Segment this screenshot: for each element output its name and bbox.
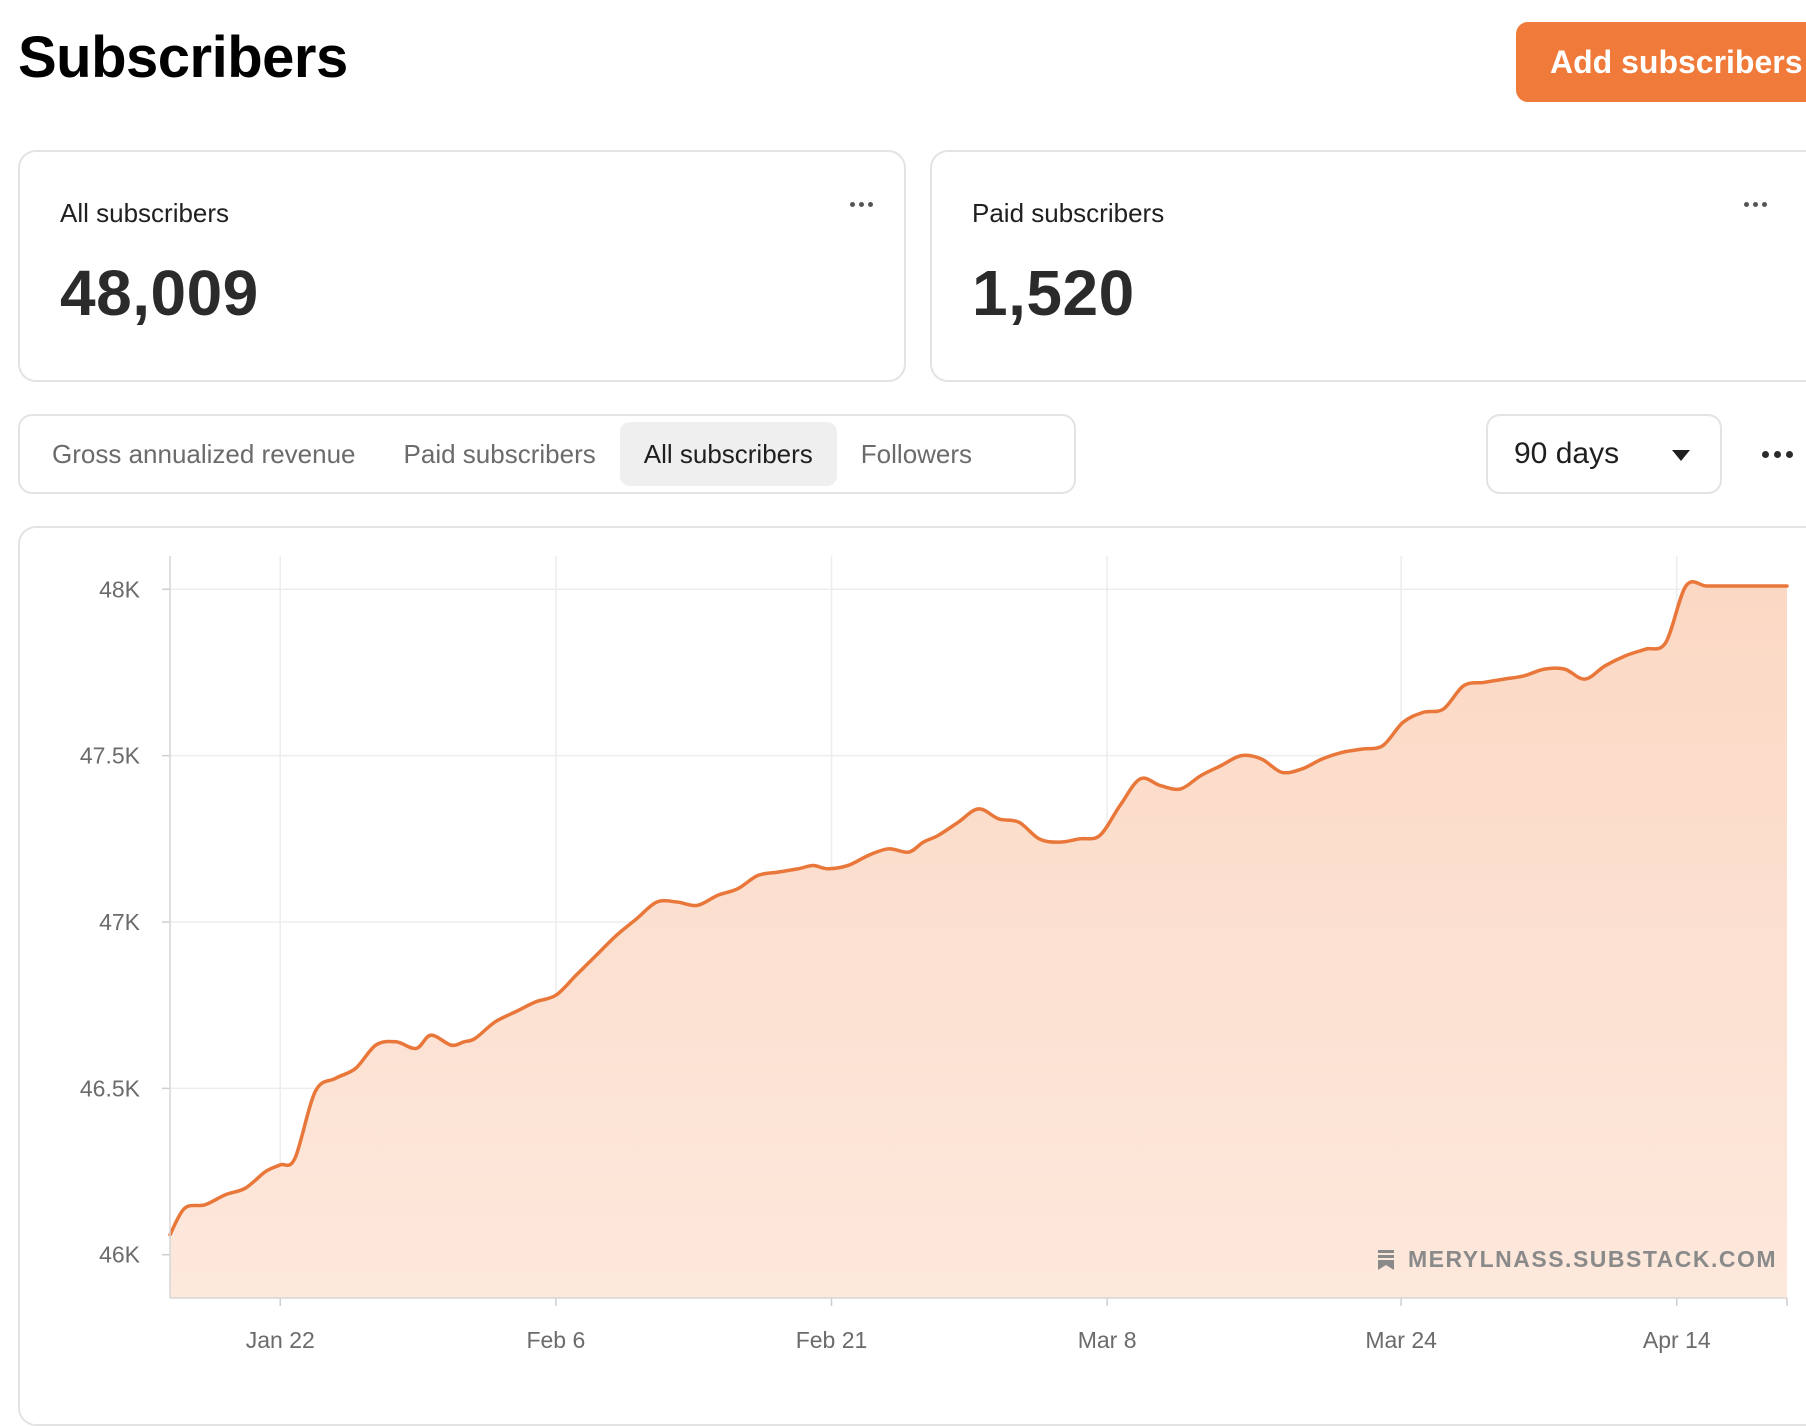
- y-tick-label: 47.5K: [80, 743, 141, 769]
- card-label: Paid subscribers: [972, 198, 1165, 228]
- x-tick-label: Mar 24: [1365, 1327, 1437, 1353]
- y-tick-label: 48K: [99, 576, 141, 602]
- page-title: Subscribers: [18, 25, 348, 90]
- paid-subscribers-card: Paid subscribers 1,520: [930, 150, 1806, 382]
- tab-paid-subscribers[interactable]: Paid subscribers: [403, 438, 596, 469]
- watermark-text: MERYLNASS.SUBSTACK.COM: [1408, 1246, 1778, 1272]
- y-tick-label: 46.5K: [80, 1075, 141, 1101]
- subscribers-chart: 46K 46.5K 47K 47.5K 48K Jan 22 Feb 6 Feb 21 Mar …: [80, 556, 1789, 1353]
- x-tick-label: Feb 21: [796, 1327, 868, 1353]
- x-tick-label: Apr 14: [1643, 1327, 1711, 1353]
- date-range-value: 90 days: [1514, 437, 1620, 470]
- caret-down-icon: [1672, 450, 1690, 461]
- tab-all-subscribers[interactable]: All subscribers: [619, 422, 837, 486]
- add-subscribers-button[interactable]: Add subscribers: [1516, 22, 1806, 102]
- bookmark-icon: [1378, 1249, 1394, 1270]
- card-more-icon[interactable]: [1744, 202, 1767, 207]
- card-value: 48,009: [60, 257, 259, 329]
- all-subscribers-card: All subscribers 48,009: [18, 150, 906, 382]
- y-tick-label: 46K: [99, 1242, 141, 1268]
- tab-gross-annualized-revenue[interactable]: Gross annualized revenue: [52, 438, 356, 469]
- chart-card: 46K 46.5K 47K 47.5K 48K Jan 22 Feb 6 Feb 21 Mar …: [18, 526, 1806, 1426]
- card-more-icon[interactable]: [850, 202, 873, 207]
- x-tick-label: Mar 8: [1078, 1327, 1137, 1353]
- series-area: [170, 581, 1787, 1298]
- tab-followers[interactable]: Followers: [860, 438, 973, 469]
- metric-tabs: Gross annualized revenue Paid subscriber…: [18, 414, 1076, 494]
- x-tick-label: Feb 6: [526, 1327, 585, 1353]
- date-range-select[interactable]: 90 days: [1486, 414, 1722, 494]
- more-options-icon[interactable]: [1762, 451, 1793, 458]
- series-line: [168, 580, 1789, 1237]
- card-label: All subscribers: [60, 198, 230, 228]
- x-tick-label: Jan 22: [246, 1327, 315, 1353]
- y-tick-label: 47K: [99, 909, 141, 935]
- watermark: MERYLNASS.SUBSTACK.COM: [1378, 1246, 1777, 1273]
- card-value: 1,520: [972, 257, 1135, 329]
